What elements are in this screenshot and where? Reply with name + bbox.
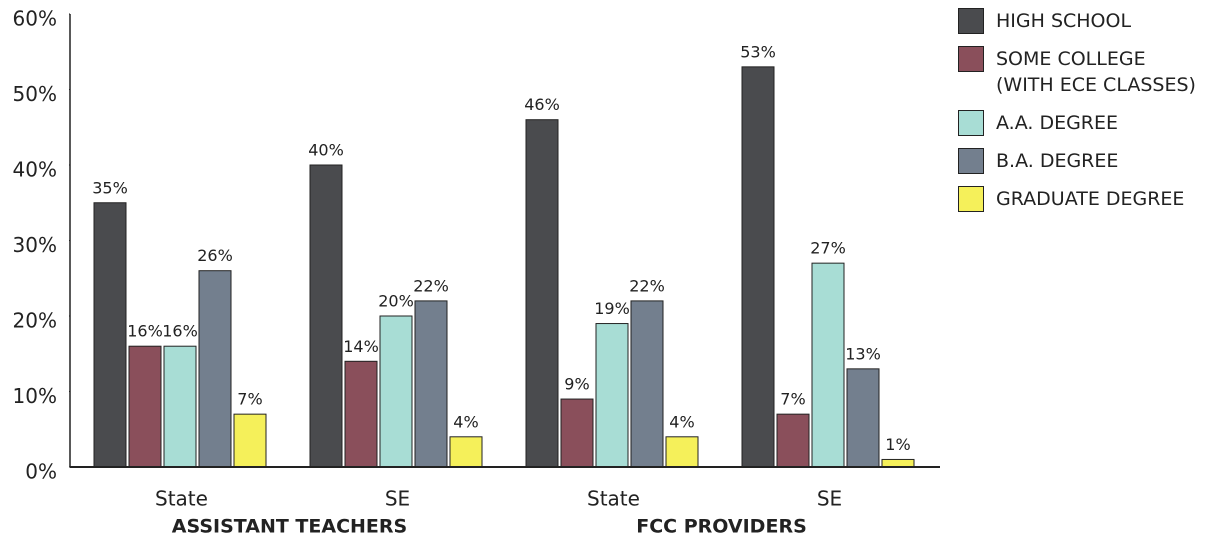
value-label: 53% — [740, 42, 776, 61]
value-label: 27% — [810, 239, 846, 258]
x-tick-label: SE — [817, 487, 842, 511]
bar — [128, 345, 162, 468]
value-label: 7% — [780, 390, 805, 409]
value-label: 13% — [845, 344, 881, 363]
y-tick-label: 40% — [13, 158, 57, 182]
value-label: 22% — [413, 276, 449, 295]
value-label: 26% — [197, 246, 233, 265]
bar — [776, 413, 810, 468]
value-label: 9% — [564, 375, 589, 394]
value-label: 1% — [885, 435, 910, 454]
legend-item: B.A. DEGREE — [958, 148, 1196, 174]
legend-label: SOME COLLEGE (WITH ECE CLASSES) — [996, 48, 1196, 96]
legend-swatch — [958, 186, 984, 212]
bar — [309, 164, 343, 468]
y-tick-label: 20% — [13, 309, 57, 333]
x-tick-label: SE — [385, 487, 410, 511]
y-tick-label: 60% — [13, 7, 57, 31]
bar — [665, 436, 699, 468]
bar — [233, 413, 267, 468]
bar — [198, 270, 232, 468]
bar — [811, 262, 845, 468]
bar — [449, 436, 483, 468]
group-label: ASSISTANT TEACHERS — [172, 516, 407, 538]
legend: HIGH SCHOOL SOME COLLEGE (WITH ECE CLASSE… — [958, 8, 1196, 224]
group-label: FCC PROVIDERS — [636, 516, 807, 538]
legend-swatch — [958, 46, 984, 72]
bar — [414, 300, 448, 468]
value-label: 14% — [343, 337, 379, 356]
legend-swatch — [958, 148, 984, 174]
bar — [881, 458, 915, 468]
bar — [846, 368, 880, 468]
legend-swatch — [958, 110, 984, 136]
value-label: 40% — [308, 141, 344, 160]
value-label: 4% — [669, 412, 694, 431]
bar — [525, 119, 559, 468]
value-label: 35% — [92, 178, 128, 197]
value-label: 20% — [378, 292, 414, 311]
bar — [741, 66, 775, 468]
bar — [163, 345, 197, 468]
legend-item: SOME COLLEGE (WITH ECE CLASSES) — [958, 46, 1196, 98]
value-label: 22% — [629, 276, 665, 295]
legend-swatch — [958, 8, 984, 34]
y-tick-label: 10% — [13, 384, 57, 408]
value-label: 4% — [453, 412, 478, 431]
value-label: 16% — [162, 322, 198, 341]
x-tick-label: State — [587, 487, 640, 511]
y-tick-label: 50% — [13, 82, 57, 106]
legend-item: HIGH SCHOOL — [958, 8, 1196, 34]
legend-item: GRADUATE DEGREE — [958, 186, 1196, 212]
bar — [379, 315, 413, 468]
value-label: 46% — [524, 95, 560, 114]
legend-label: A.A. DEGREE — [996, 112, 1119, 134]
value-label: 7% — [237, 390, 262, 409]
legend-label: B.A. DEGREE — [996, 150, 1119, 172]
bar — [93, 202, 127, 468]
bar — [630, 300, 664, 468]
value-label: 16% — [127, 322, 163, 341]
legend-item: A.A. DEGREE — [958, 110, 1196, 136]
legend-label: GRADUATE DEGREE — [996, 188, 1185, 210]
bar — [560, 398, 594, 468]
bar — [595, 323, 629, 468]
value-label: 19% — [594, 299, 630, 318]
bar — [344, 360, 378, 468]
y-tick-label: 30% — [13, 233, 57, 257]
legend-label: HIGH SCHOOL — [996, 10, 1132, 32]
x-tick-label: State — [155, 487, 208, 511]
y-tick-label: 0% — [25, 460, 57, 484]
